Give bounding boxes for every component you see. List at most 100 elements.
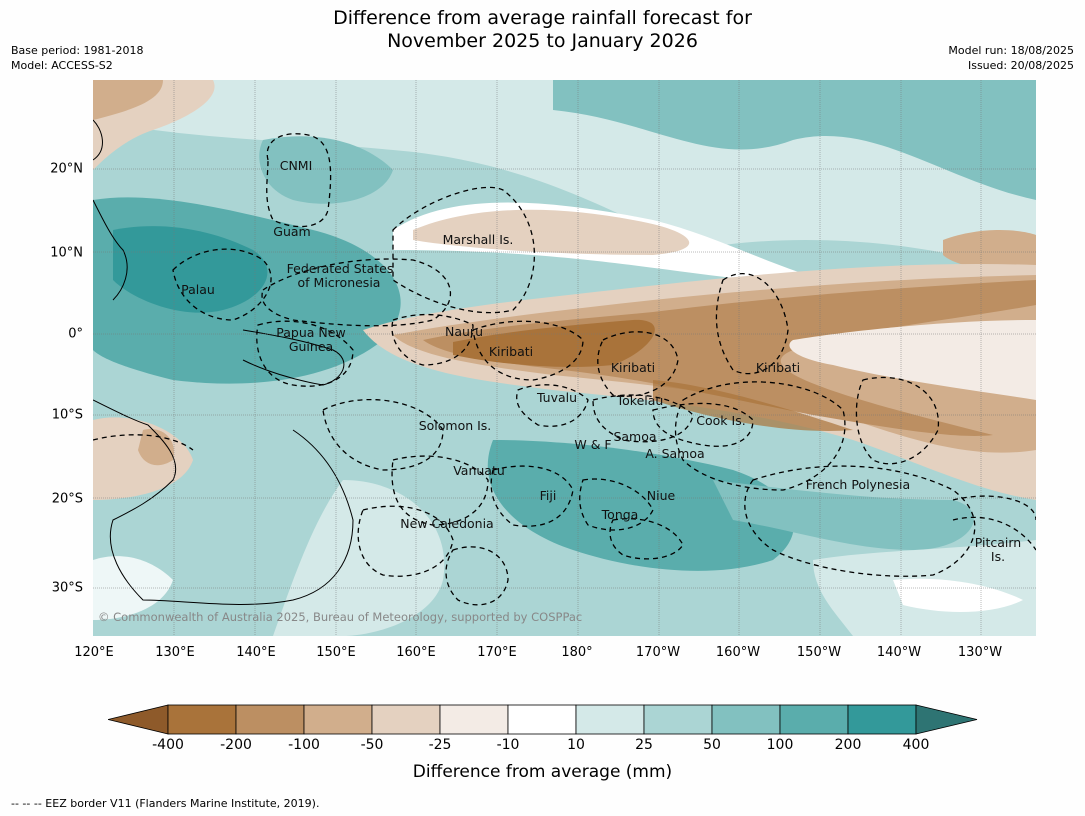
label-tokelau: Tokelau: [616, 393, 664, 408]
label-kiribati-west: Kiribati: [489, 344, 533, 359]
graticule: [93, 80, 1036, 636]
x-tick-1: 120°E: [74, 645, 114, 660]
label-vanuatu: Vanuatu: [453, 463, 505, 478]
y-tick-3: 0°: [68, 326, 83, 342]
dry-tongue-core: [453, 319, 655, 367]
colorbar: [107, 704, 978, 735]
chart-title: Difference from average rainfall forecas…: [0, 7, 1085, 53]
colorbar-tick-12: 400: [902, 737, 930, 753]
marshall-dry: [413, 209, 690, 255]
colorbar-label: Difference from average (mm): [412, 762, 673, 782]
label-niue: Niue: [647, 488, 676, 503]
south-wet: [487, 440, 794, 571]
y-tick-6: 30°S: [51, 580, 83, 596]
dry-tongue-cook: [653, 380, 853, 431]
label-kiribati-east: Kiribati: [756, 360, 800, 375]
label-asamoa: A. Samoa: [645, 446, 704, 461]
label-french-polynesia: French Polynesia: [806, 477, 910, 492]
colorbar-swatch-11: [847, 704, 917, 735]
label-pitcairn-1: Pitcairn: [975, 535, 1021, 550]
map-svg: CNMI Guam Marshall Is. Federated States …: [93, 80, 1036, 636]
x-tick-4: 150°E: [316, 645, 356, 660]
title-line-2: November 2025 to January 2026: [387, 30, 698, 52]
x-tick-6: 170°E: [477, 645, 517, 660]
coastlines: [93, 119, 354, 605]
label-tuvalu: Tuvalu: [536, 390, 577, 405]
title-line-1: Difference from average rainfall forecas…: [333, 7, 752, 29]
colorbar-swatch-5: [439, 704, 509, 735]
y-tick-4: 10°S: [51, 407, 83, 423]
north-wet-patch: [259, 136, 393, 204]
issued-date: Issued: 20/08/2025: [967, 59, 1074, 72]
x-tick-10: 150°W: [796, 645, 842, 660]
colorbar-tick-1: -400: [152, 737, 184, 753]
se-white: [893, 578, 1023, 612]
colorbar-tick-4: -50: [360, 737, 384, 753]
x-tick-3: 140°E: [236, 645, 276, 660]
colorbar-low-extend: [107, 704, 169, 735]
x-tick-9: 160°W: [715, 645, 761, 660]
label-tonga: Tonga: [601, 507, 639, 522]
label-cnmi: CNMI: [280, 158, 313, 173]
colorbar-swatch-7: [575, 704, 645, 735]
label-cook: Cook Is.: [696, 413, 745, 428]
colorbar-tick-7: 10: [567, 737, 585, 753]
base-period: Base period: 1981-2018: [11, 44, 144, 57]
eez-borders: [93, 133, 1036, 606]
label-guam: Guam: [273, 224, 310, 239]
x-tick-2: 130°E: [155, 645, 195, 660]
colorbar-svg: [107, 704, 978, 735]
dry-tongue-inner: [423, 280, 1036, 436]
colorbar-swatch-6: [507, 704, 577, 735]
region-labels: CNMI Guam Marshall Is. Federated States …: [181, 158, 1021, 564]
south-wet-2: [713, 480, 974, 550]
footer-note: -- -- -- EEZ border V11 (Flanders Marine…: [11, 797, 320, 810]
x-tick-5: 160°E: [396, 645, 436, 660]
label-newcal: New Caledonia: [400, 516, 493, 531]
ne-dry: [943, 230, 1036, 272]
colorbar-tick-2: -200: [220, 737, 252, 753]
x-tick-12: 130°W: [957, 645, 1003, 660]
north-teal-patch: [553, 80, 1036, 200]
colorbar-tick-9: 50: [703, 737, 721, 753]
label-samoa: Samoa: [613, 429, 656, 444]
colorbar-high-extend: [915, 704, 978, 735]
label-png-2: Guinea: [289, 339, 333, 354]
copyright: © Commonwealth of Australia 2025, Bureau…: [98, 610, 582, 624]
colorbar-tick-3: -100: [288, 737, 320, 753]
label-nauru: Nauru: [445, 324, 483, 339]
dry-tongue-east-light: [789, 320, 1036, 400]
colorbar-swatch-2: [235, 704, 305, 735]
nw-dry-inner: [93, 80, 163, 120]
sw-pale: [273, 480, 445, 636]
label-marshall: Marshall Is.: [443, 232, 514, 247]
label-solomon: Solomon Is.: [419, 418, 492, 433]
label-pitcairn-2: Is.: [991, 549, 1005, 564]
colorbar-swatch-1: [167, 704, 237, 735]
label-kiribati-central: Kiribati: [611, 360, 655, 375]
label-fiji: Fiji: [540, 488, 557, 503]
x-tick-8: 170°W: [635, 645, 681, 660]
colorbar-swatch-10: [779, 704, 849, 735]
y-tick-5: 20°S: [51, 491, 83, 507]
colorbar-tick-6: -10: [496, 737, 520, 753]
colorbar-swatch-3: [303, 704, 373, 735]
colorbar-tick-5: -25: [428, 737, 452, 753]
label-fsm-1: Federated States: [287, 261, 394, 276]
y-tick-2: 10°N: [50, 245, 83, 261]
model-run: Model run: 18/08/2025: [948, 44, 1074, 57]
colorbar-tick-10: 100: [766, 737, 794, 753]
label-fsm-2: of Micronesia: [298, 275, 381, 290]
colorbar-swatch-9: [711, 704, 781, 735]
label-palau: Palau: [181, 282, 215, 297]
meta-right: Model run: 18/08/2025 Issued: 20/08/2025: [948, 43, 1074, 73]
colorbar-tick-8: 25: [635, 737, 653, 753]
rainfall-map: CNMI Guam Marshall Is. Federated States …: [93, 80, 1036, 636]
meta-left: Base period: 1981-2018 Model: ACCESS-S2: [11, 43, 143, 73]
x-tick-7: 180°: [561, 645, 593, 660]
x-tick-11: 140°W: [876, 645, 922, 660]
label-wf: W & F: [574, 437, 611, 452]
colorbar-tick-11: 200: [834, 737, 862, 753]
colorbar-swatch-4: [371, 704, 441, 735]
y-tick-1: 20°N: [50, 161, 83, 177]
